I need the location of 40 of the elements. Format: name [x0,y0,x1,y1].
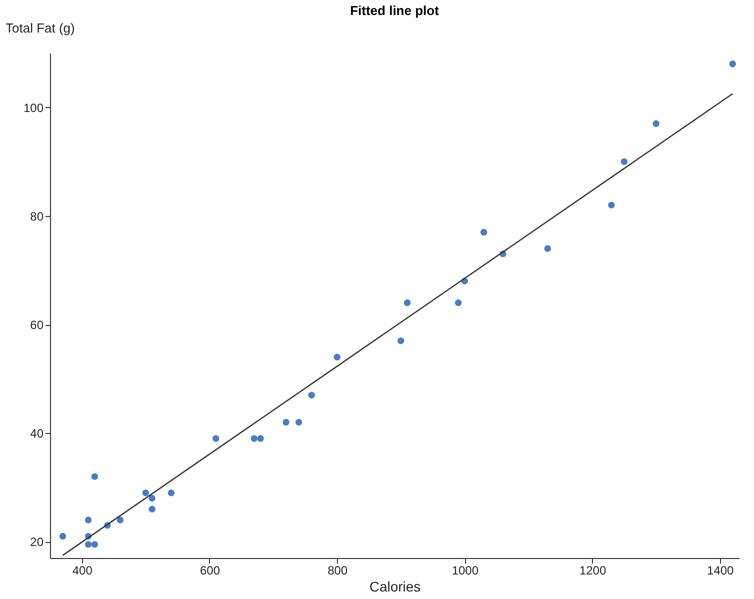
point [91,473,98,480]
point [308,392,315,398]
point [334,354,340,360]
point [168,489,175,496]
y-tick-label: 80 [30,209,44,224]
x-axis-title: Calories [369,578,421,594]
point [404,299,411,306]
point [544,245,551,252]
x-tick-label: 600 [200,564,220,578]
point [84,541,92,548]
point [91,541,98,548]
point [608,202,615,208]
point [729,60,736,68]
y-axis-title: Total Fat (g) [6,20,75,36]
point [652,120,660,127]
y-tick-label: 20 [30,535,44,550]
point [257,435,264,442]
chart-title: Fitted line plot [350,3,440,18]
point [454,299,462,306]
point [620,158,628,165]
point [59,532,66,540]
y-tick-label: 100 [23,100,44,115]
point [398,337,404,344]
y-tick-label: 40 [30,426,44,441]
x-tick-label: 400 [72,564,93,578]
x-tick-label: 1400 [707,564,734,578]
point [250,435,258,442]
point [212,435,220,442]
x-tick-label: 1200 [579,564,606,578]
point [295,418,302,426]
x-tick-label: 1000 [452,564,479,578]
point [142,489,150,496]
point [282,418,290,426]
y-tick-label: 60 [30,318,44,332]
point [84,516,92,524]
x-tick-label: 800 [328,564,348,578]
point [148,506,156,512]
point [148,494,156,502]
point [480,228,488,236]
point [116,516,124,524]
